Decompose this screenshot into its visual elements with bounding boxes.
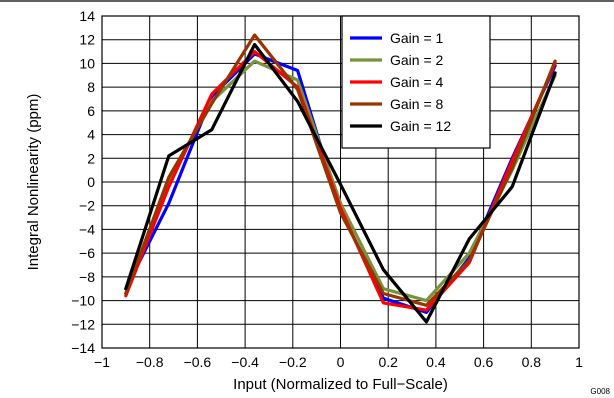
y-tick-label: 12 <box>79 32 95 48</box>
x-tick-label: 0.8 <box>522 354 542 370</box>
y-tick-label: −8 <box>79 269 95 285</box>
x-tick-label: −0.4 <box>231 354 259 370</box>
x-tick-label: −0.6 <box>184 354 212 370</box>
legend-label: Gain = 1 <box>390 30 444 46</box>
x-tick-label: 1 <box>575 354 583 370</box>
x-tick-label: −1 <box>94 354 110 370</box>
x-tick-label: 0.4 <box>426 354 446 370</box>
y-tick-label: 8 <box>87 79 95 95</box>
series-line-gain-8 <box>124 33 557 307</box>
series-line-gain-12 <box>124 42 557 324</box>
y-tick-label: 10 <box>79 55 95 71</box>
legend-label: Gain = 12 <box>390 118 451 134</box>
y-tick-label: 2 <box>87 150 95 166</box>
y-tick-label: −12 <box>71 316 95 332</box>
y-tick-label: 6 <box>87 103 95 119</box>
y-tick-label: −6 <box>79 245 95 261</box>
x-tick-label: −0.2 <box>279 354 307 370</box>
x-tick-label: 0.2 <box>378 354 398 370</box>
x-tick-label: −0.8 <box>136 354 164 370</box>
y-tick-label: 0 <box>87 174 95 190</box>
y-tick-labels: −14 −12 −10 −8 −6 −4 −2 0 2 4 6 8 10 12 14 <box>71 8 95 356</box>
x-tick-labels: −1 −0.8 −0.6 −0.4 −0.2 0 0.2 0.4 0.6 0.8 1 <box>94 354 583 370</box>
plot-frame <box>101 15 580 349</box>
series-lines <box>124 33 557 324</box>
y-tick-label: −4 <box>79 221 95 237</box>
x-tick-label: 0 <box>337 354 345 370</box>
legend-label: Gain = 2 <box>390 52 444 68</box>
y-tick-label: −2 <box>79 198 95 214</box>
y-tick-label: 4 <box>87 127 95 143</box>
legend: Gain = 1 Gain = 2 Gain = 4 Gain = 8 Gain = 1… <box>341 15 491 149</box>
y-tick-label: −14 <box>71 340 95 356</box>
y-axis-title: Integral Nonlinearity (ppm) <box>25 94 42 271</box>
x-axis-title: Input (Normalized to Full−Scale) <box>233 376 448 393</box>
y-tick-label: −10 <box>71 293 95 309</box>
legend-label: Gain = 8 <box>390 96 444 112</box>
y-tick-label: 14 <box>79 8 95 24</box>
x-tick-label: 0.6 <box>474 354 494 370</box>
figure-id: G008 <box>590 387 610 396</box>
legend-label: Gain = 4 <box>390 74 444 90</box>
